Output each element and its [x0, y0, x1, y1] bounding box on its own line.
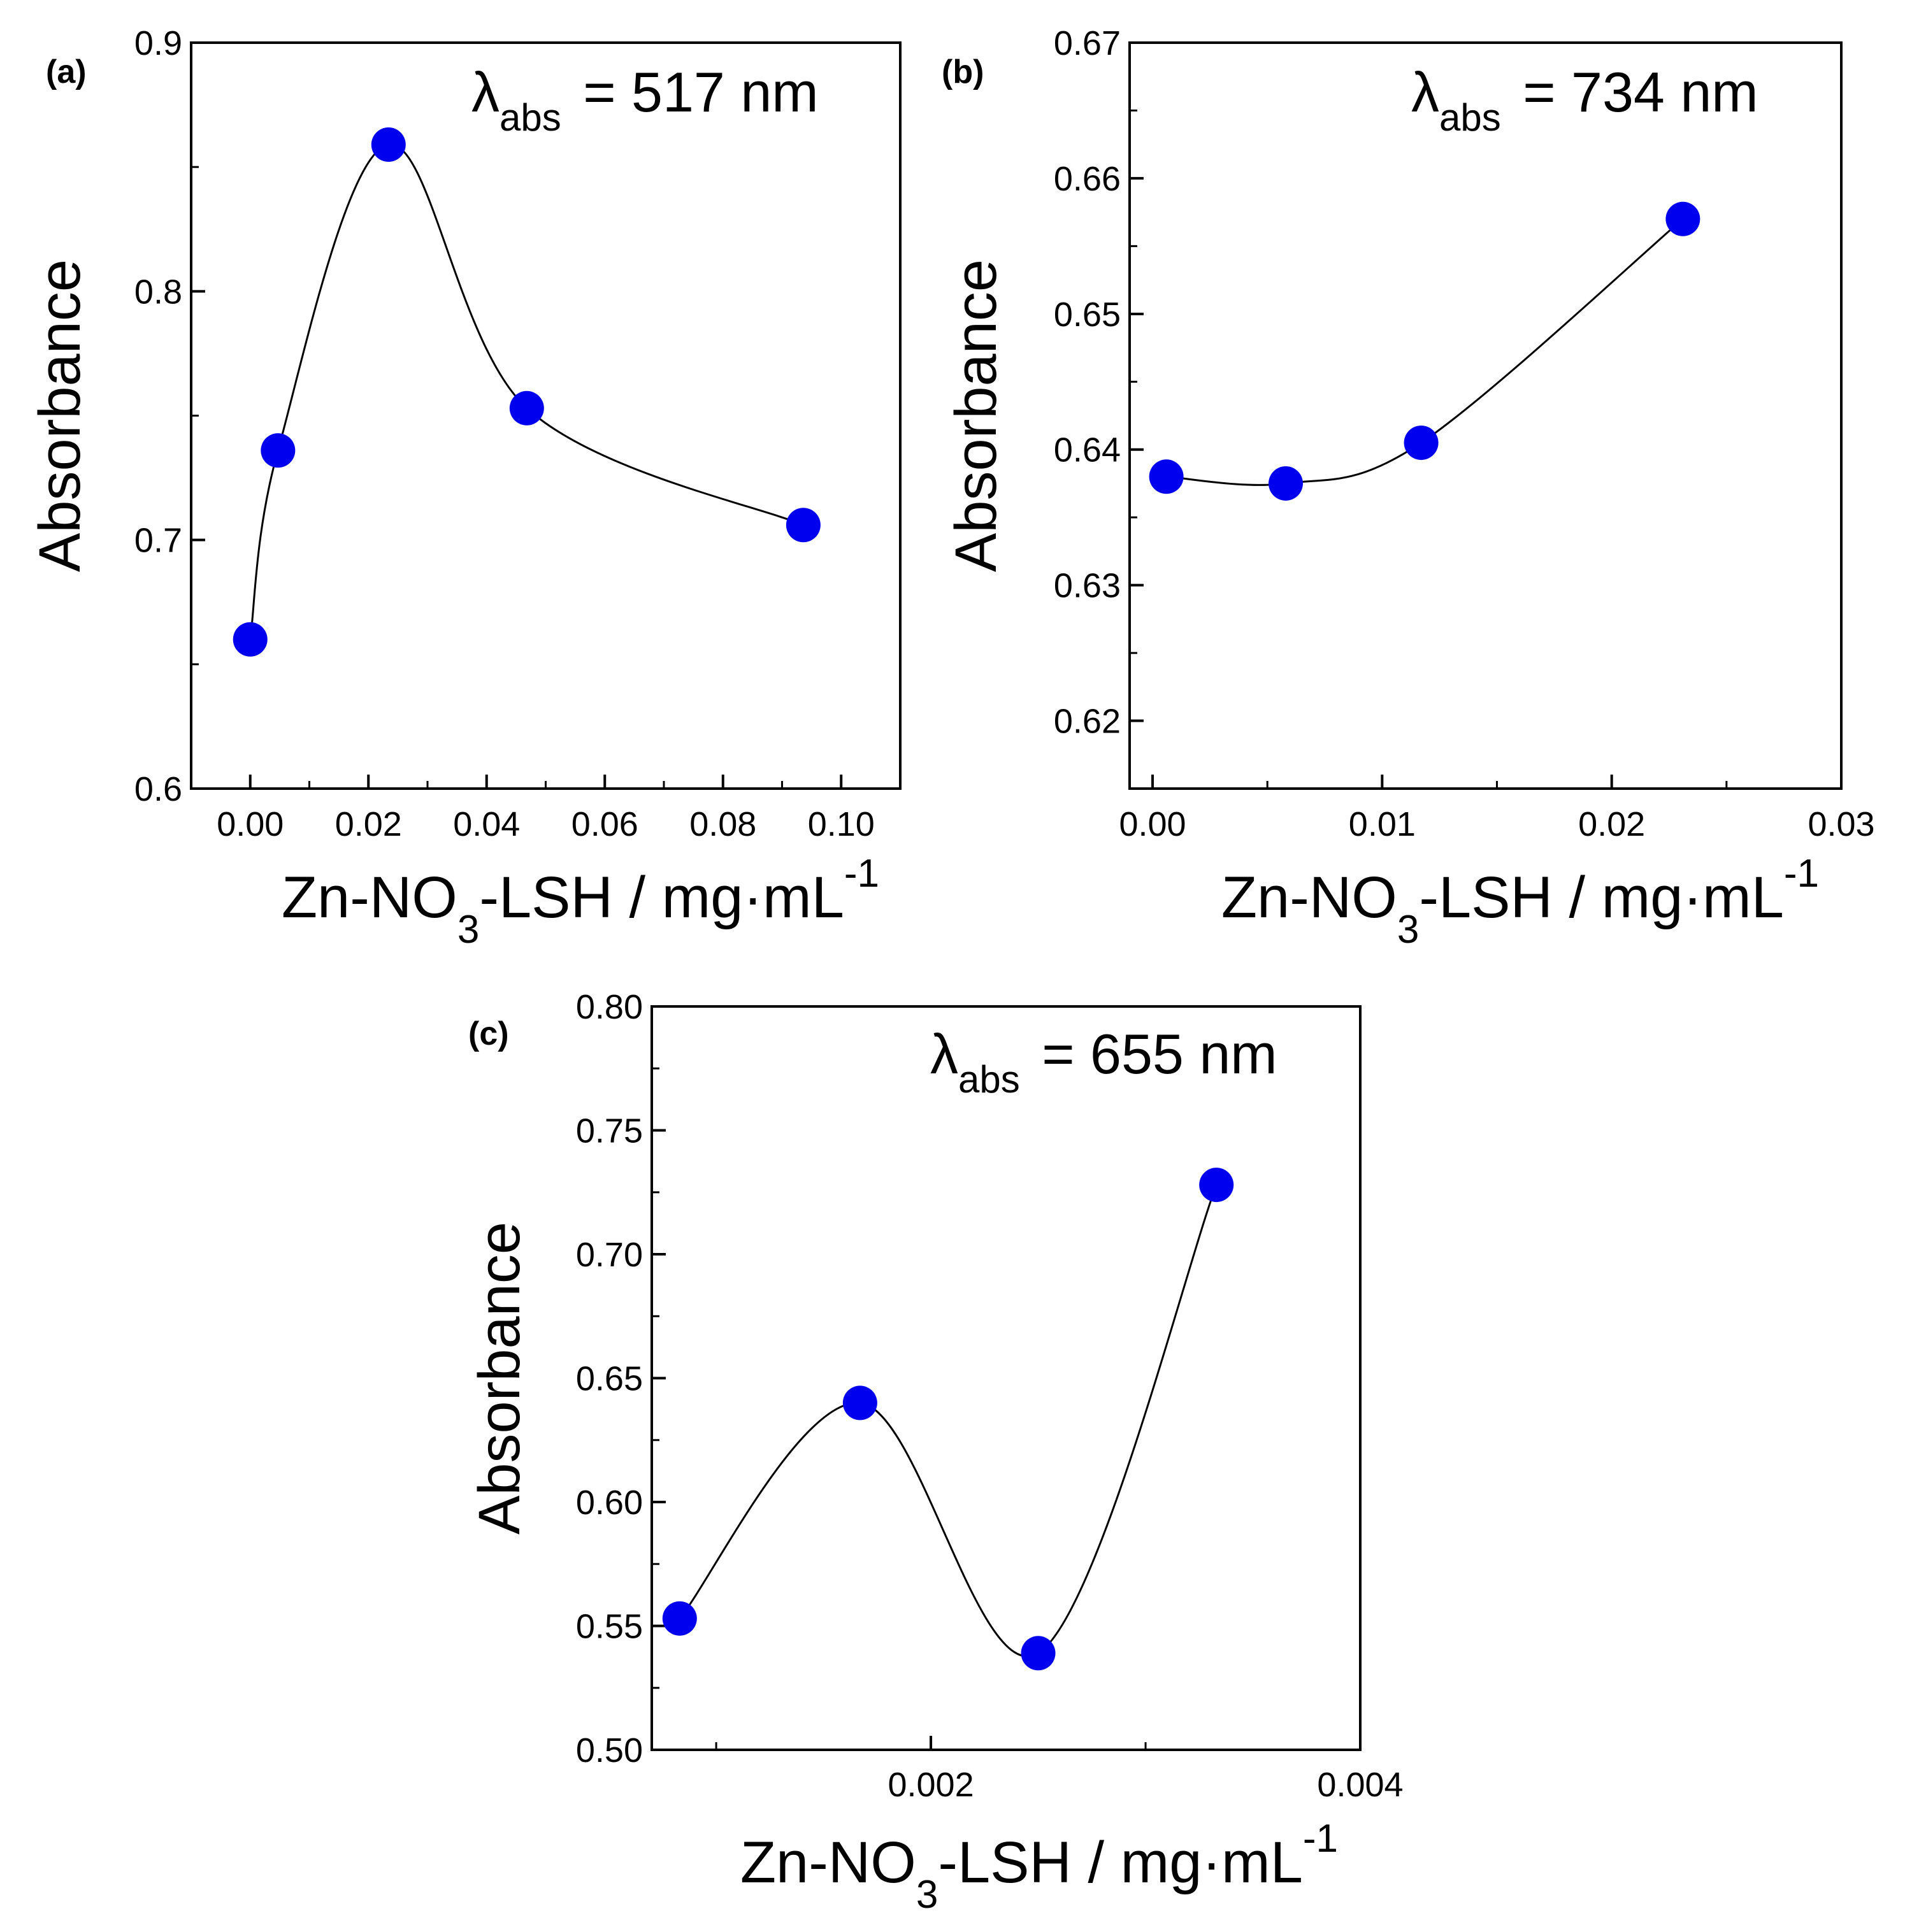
plot-frame: [1128, 41, 1843, 790]
plot-frame: [651, 1005, 1362, 1751]
y-tick-label: 0.70: [576, 1236, 643, 1274]
x-label-mid: -LSH / mg·mL: [938, 1830, 1303, 1895]
data-point: [662, 1601, 697, 1636]
data-point: [1149, 459, 1184, 494]
y-tick-label: 0.63: [1054, 567, 1121, 605]
lambda-symbol: λ: [930, 1022, 958, 1085]
y-tick-label: 0.80: [576, 988, 643, 1026]
x-tick-label: 0.02: [335, 805, 402, 843]
y-tick-label: 0.64: [1054, 431, 1121, 469]
y-tick-label: 0.6: [134, 770, 182, 808]
panel-label: (b): [942, 54, 984, 90]
y-axis-label: Absorbance: [27, 259, 92, 572]
x-tick-label: 0.002: [888, 1766, 974, 1804]
wavelength-annotation: λabs = 734 nm: [1411, 61, 1758, 139]
y-axis-label: Absorbance: [944, 259, 1009, 572]
lambda-value: = 734 nm: [1507, 61, 1758, 124]
x-tick-label: 0.10: [808, 805, 875, 843]
lambda-subscript: abs: [958, 1058, 1020, 1101]
x-label-mid: -LSH / mg·mL: [479, 865, 844, 930]
series-line: [679, 1184, 1218, 1657]
x-label-subscript: 3: [1397, 908, 1419, 952]
panel-label: (a): [46, 54, 87, 90]
y-tick-label: 0.75: [576, 1112, 643, 1150]
x-tick-label: 0.00: [1119, 805, 1186, 843]
x-tick-label: 0.01: [1349, 805, 1416, 843]
wavelength-annotation: λabs = 655 nm: [930, 1022, 1277, 1101]
y-tick-label: 0.65: [576, 1360, 643, 1398]
panel-label: (c): [468, 1015, 509, 1052]
x-tick-label: 0.00: [217, 805, 284, 843]
x-label-superscript: -1: [1303, 1817, 1338, 1861]
x-label-main: Zn-NO: [282, 865, 457, 930]
y-tick-label: 0.60: [576, 1484, 643, 1522]
x-tick-label: 0.04: [453, 805, 520, 843]
data-point: [1021, 1636, 1056, 1671]
lambda-value: = 517 nm: [568, 61, 819, 124]
x-label-superscript: -1: [844, 852, 879, 896]
x-label-mid: -LSH / mg·mL: [1419, 865, 1784, 930]
lambda-subscript: abs: [1439, 96, 1501, 139]
y-axis-label: Absorbance: [467, 1222, 532, 1535]
x-label-main: Zn-NO: [740, 1830, 916, 1895]
y-tick-label: 0.9: [134, 24, 182, 62]
data-point: [1269, 466, 1304, 501]
x-tick-label: 0.004: [1317, 1766, 1403, 1804]
lambda-symbol: λ: [471, 61, 500, 124]
x-tick-label: 0.03: [1808, 805, 1874, 843]
x-label-subscript: 3: [916, 1873, 938, 1917]
x-label-superscript: -1: [1784, 852, 1819, 896]
data-point: [1665, 201, 1700, 236]
x-axis-label: Zn-NO3-LSH / mg·mL-1: [740, 1817, 1338, 1917]
x-axis-label: Zn-NO3-LSH / mg·mL-1: [1221, 852, 1819, 952]
x-tick-label: 0.06: [572, 805, 638, 843]
data-point: [786, 508, 821, 543]
data-point: [261, 433, 296, 468]
x-tick-label: 0.02: [1578, 805, 1645, 843]
x-label-main: Zn-NO: [1221, 865, 1397, 930]
panel-c: 0.50 0.55 0.60 0.65 0.70 0.75 0.80 0.002 0.004 (c…: [467, 988, 1404, 1917]
data-point: [842, 1385, 877, 1420]
y-tick-label: 0.7: [134, 522, 182, 560]
lambda-subscript: abs: [500, 96, 561, 139]
data-point: [1199, 1168, 1234, 1203]
x-tick-label: 0.08: [689, 805, 756, 843]
panel-a: 0.6 0.7 0.8 0.9 0.00 0.02 0.04 0.06 0.08 0.10 (a) λ…: [27, 24, 902, 952]
wavelength-annotation: λabs = 517 nm: [471, 61, 819, 139]
x-label-subscript: 3: [457, 908, 479, 952]
y-tick-label: 0.55: [576, 1608, 643, 1646]
x-axis-label: Zn-NO3-LSH / mg·mL-1: [282, 852, 879, 952]
y-tick-label: 0.65: [1054, 296, 1121, 334]
y-tick-label: 0.8: [134, 273, 182, 311]
panel-b: 0.62 0.63 0.64 0.65 0.66 0.67 0.00 0.01 0.02 0.03…: [942, 24, 1875, 952]
series-line: [1166, 218, 1684, 486]
lambda-value: = 655 nm: [1026, 1022, 1277, 1085]
y-tick-label: 0.50: [576, 1731, 643, 1770]
data-point: [233, 622, 268, 657]
y-tick-label: 0.66: [1054, 160, 1121, 198]
data-point: [509, 390, 544, 426]
data-point: [371, 127, 406, 162]
y-tick-label: 0.67: [1054, 24, 1121, 62]
plot-frame: [190, 41, 902, 790]
y-tick-label: 0.62: [1054, 703, 1121, 741]
data-point: [1404, 426, 1439, 461]
lambda-symbol: λ: [1411, 61, 1439, 124]
